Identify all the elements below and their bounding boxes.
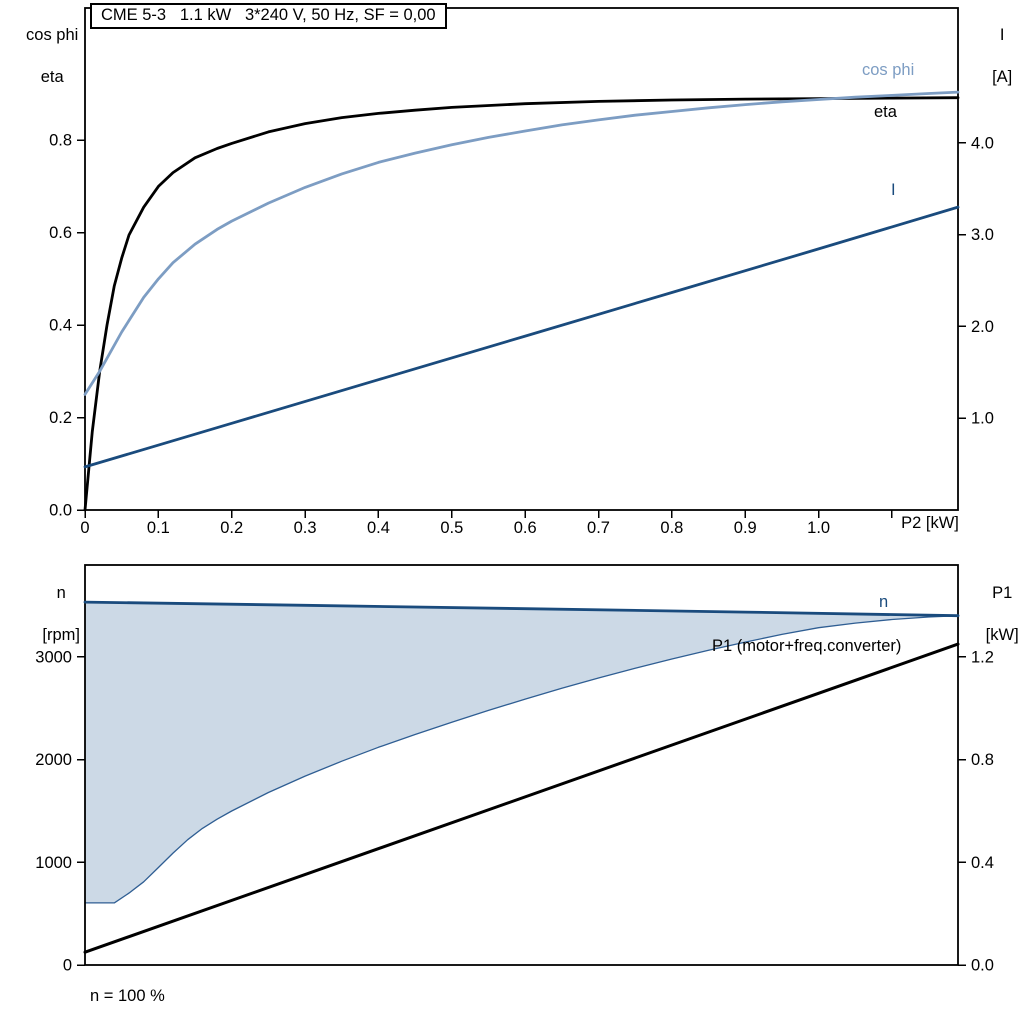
speed-power-y-right-tick-label: 1.2 — [971, 648, 994, 666]
speed-power-band-area — [85, 602, 958, 903]
motor-curves-y-left-tick-label: 0.8 — [49, 132, 72, 150]
speed-power-y-right-tick-label: 0.0 — [971, 957, 994, 975]
x-axis-label: P2 [kW] — [901, 514, 959, 532]
motor-curves-x-tick-label: 0.8 — [660, 519, 683, 537]
cos-phi-curve-label: cos phi — [862, 61, 915, 79]
eta-curve-label: eta — [874, 103, 897, 121]
motor-curves-x-tick-label: 0.1 — [147, 519, 170, 537]
speed-power-y-left-tick-label: 0 — [63, 957, 72, 975]
motor-curves-x-tick-label: 1.0 — [807, 519, 830, 537]
motor-curves-y-right-tick-label: 4.0 — [971, 134, 994, 152]
speed-axis-label: n — [56, 584, 66, 602]
speed-power-y-left-tick-label: 2000 — [35, 751, 72, 769]
motor-curves-x-tick-label: 0.5 — [440, 519, 463, 537]
speed-power-band-lower-edge — [85, 615, 959, 904]
motor-curves-x-tick-label: 0.9 — [734, 519, 757, 537]
current-curve-label: I — [891, 181, 896, 199]
motor-curves-x-tick-label: 0 — [80, 519, 89, 537]
rpm-unit-label: [rpm] — [42, 626, 80, 644]
motor-curves-x-tick-label: 0.3 — [294, 519, 317, 537]
motor-curves-x-tick-label: 0.4 — [367, 519, 390, 537]
motor-curves-y-left-tick-label: 0.2 — [49, 409, 72, 427]
eta-axis-label: eta — [40, 68, 64, 86]
motor-curves-y-right-tick-label: 1.0 — [971, 410, 994, 428]
motor-curves-y-left-tick-label: 0.4 — [49, 317, 72, 335]
speed-curve-label: n — [879, 593, 889, 611]
speed-note: n = 100 % — [90, 987, 165, 1005]
speed-power-y-left-tick-label: 1000 — [35, 854, 72, 872]
top-right-axis-title: I [A] — [966, 4, 1020, 109]
current-axis-label: I — [999, 26, 1005, 44]
p1-curve-label: P1 (motor+freq.converter) — [712, 637, 902, 655]
speed-power-y-right-tick-label: 0.8 — [971, 751, 994, 769]
motor-curves-y-left-tick-label: 0.6 — [49, 224, 72, 242]
motor-curves-y-right-tick-label: 2.0 — [971, 318, 994, 336]
chart-title: CME 5-3 1.1 kW 3*240 V, 50 Hz, SF = 0,00 — [90, 3, 447, 29]
motor-curves-y-left-tick-label: 0.0 — [49, 502, 72, 520]
cos-phi-axis-label: cos phi — [26, 26, 79, 44]
p1-axis-label: P1 — [992, 584, 1013, 602]
motor-curves-y-right-tick-label: 3.0 — [971, 226, 994, 244]
speed-power-plot-frame — [84, 564, 959, 966]
bottom-left-axis-title: n [rpm] — [16, 562, 88, 667]
motor-curves-plot-frame — [84, 7, 959, 511]
speed-power-y-right-tick-label: 0.4 — [971, 854, 994, 872]
bottom-right-axis-title: P1 [kW] — [966, 562, 1020, 667]
motor-curves-x-tick-label: 0.2 — [220, 519, 243, 537]
speed-power-curve-p1-motor-freq-converter — [83, 642, 960, 954]
motor-curves-x-tick-label: 0.7 — [587, 519, 610, 537]
motor-curves-curve-eta — [83, 96, 960, 512]
motor-curves-x-tick-label: 0.6 — [514, 519, 537, 537]
speed-power-curve-n — [83, 600, 960, 618]
motor-curves-curve-cos-phi — [83, 90, 960, 396]
top-left-axis-title: cos phi eta — [6, 4, 80, 109]
ampere-unit-label: [A] — [992, 68, 1013, 86]
kw-unit-label: [kW] — [985, 626, 1019, 644]
motor-curves-curve-i — [83, 205, 960, 469]
speed-power-y-left-tick-label: 3000 — [35, 648, 72, 666]
